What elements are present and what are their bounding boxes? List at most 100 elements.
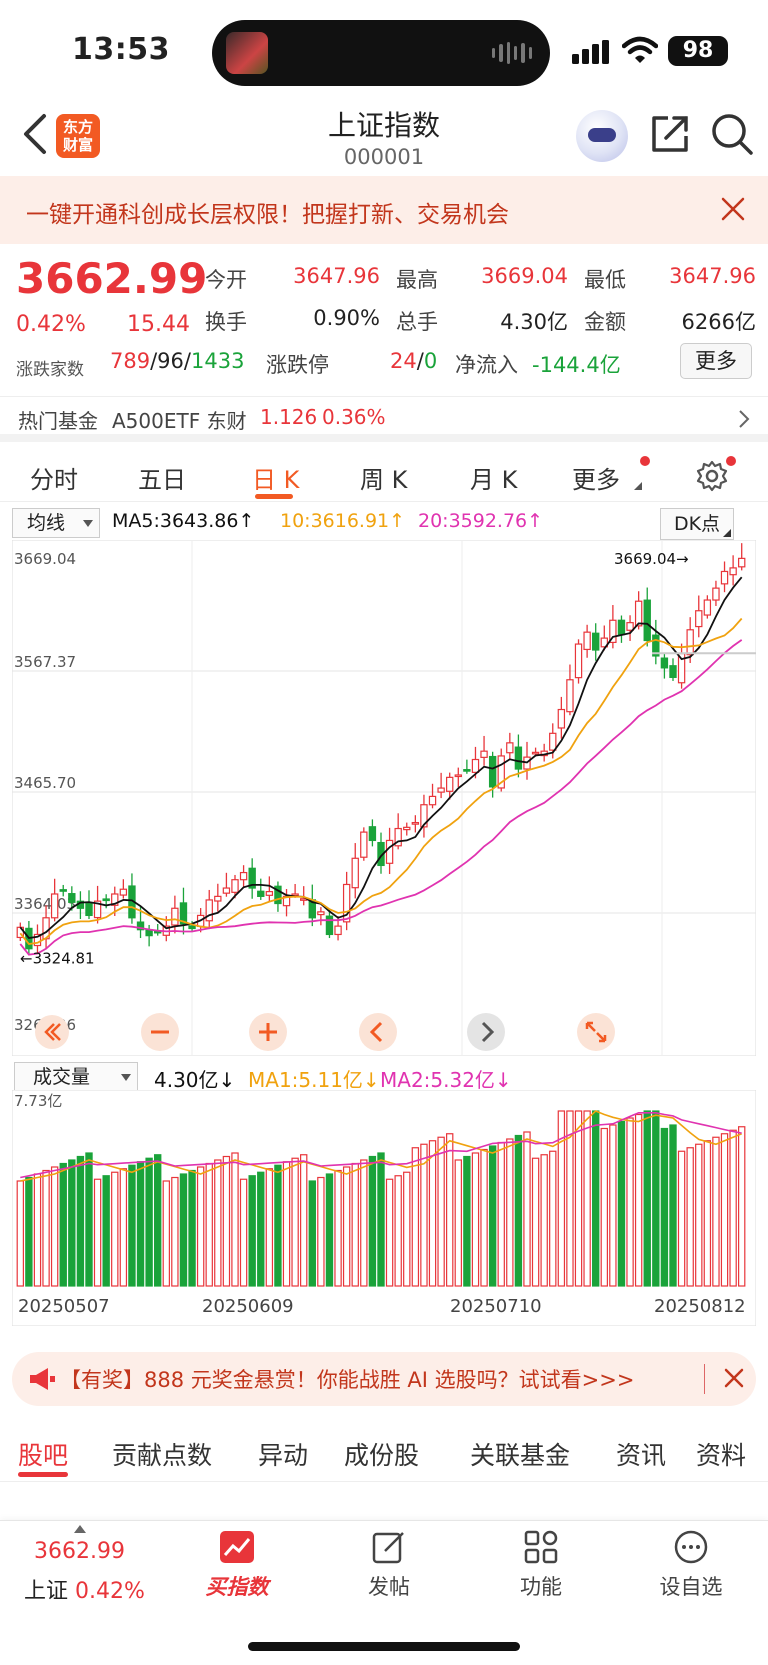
candle-body (497, 755, 505, 789)
volume-bar (222, 1155, 231, 1287)
turnover-label: 换手 (205, 310, 247, 334)
tab-profile[interactable]: 资料 (696, 1441, 747, 1470)
tab-five-day[interactable]: 五日 (138, 466, 186, 494)
add-watchlist-button[interactable]: 设自选 (636, 1529, 746, 1601)
candle-body (179, 902, 188, 925)
post-button[interactable]: 发帖 (334, 1529, 444, 1601)
ai-challenge-promo[interactable]: 【有奖】888 元奖金悬赏！你能战胜 AI 选股吗？试试看>>> (12, 1352, 756, 1406)
tab-news[interactable]: 资讯 (616, 1441, 667, 1470)
date-label: 20250812 (654, 1296, 746, 1317)
tab-daily-k[interactable]: 日 K (252, 466, 300, 494)
candle-body (463, 769, 471, 772)
tab-more[interactable]: 更多 (572, 466, 620, 494)
bottom-quote[interactable]: 上证 0.42% (24, 1579, 145, 1604)
scroll-right-icon[interactable] (466, 1012, 506, 1052)
candle-body (50, 893, 59, 919)
tab-monthly-k[interactable]: 月 K (470, 466, 518, 494)
volume-bar (531, 1157, 540, 1287)
high-annotation: 3669.04→ (614, 550, 689, 568)
zoom-out-icon[interactable] (140, 1012, 180, 1052)
tab-guba[interactable]: 股吧 (18, 1441, 69, 1470)
sub-indicator-select[interactable]: 成交量 (14, 1062, 138, 1092)
volume-bar (33, 1173, 42, 1287)
more-quote-button[interactable]: 更多 (680, 343, 752, 379)
wifi-icon (622, 36, 658, 63)
promo-banner-text: 一键开通科创成长层权限！把握打新、交易机会 (26, 202, 509, 228)
candle-body (59, 889, 67, 892)
functions-button[interactable]: 功能 (486, 1529, 596, 1601)
close-icon[interactable] (720, 196, 746, 222)
volume-bar (128, 1164, 136, 1287)
candle-body (428, 795, 437, 806)
volume-bar (136, 1161, 145, 1287)
candle-body (368, 826, 377, 842)
volume-bar (342, 1166, 351, 1287)
fullscreen-icon[interactable] (576, 1012, 616, 1052)
tab-contribution[interactable]: 贡献点数 (112, 1441, 213, 1470)
scroll-left-icon[interactable] (358, 1012, 398, 1052)
volume-bar (712, 1136, 720, 1287)
candle-body (420, 804, 428, 828)
volume-bar (626, 1117, 634, 1287)
hot-fund-row[interactable]: 热门基金 A500ETF 东财 1.126 0.36% (0, 396, 768, 442)
volume-bar (179, 1173, 188, 1287)
tab-movement[interactable]: 异动 (258, 1441, 309, 1470)
volume-bar (497, 1141, 505, 1287)
limit-values: 24/0 (390, 349, 438, 373)
tab-intraday[interactable]: 分时 (30, 466, 78, 494)
candle-body (85, 902, 93, 917)
volume-bar (634, 1113, 643, 1287)
dk-point-button[interactable]: DK点 (660, 508, 734, 540)
volume-bar (437, 1136, 445, 1287)
volume-bar (729, 1129, 737, 1287)
ai-assistant-avatar[interactable] (576, 110, 628, 162)
candle-body (334, 925, 342, 936)
edit-icon (372, 1532, 404, 1564)
volume-bar (523, 1131, 531, 1287)
volume-bar (16, 1180, 24, 1287)
eastmoney-logo: 东方 财富 (56, 114, 100, 158)
tab-related-funds[interactable]: 关联基金 (470, 1441, 571, 1470)
date-label: 20250507 (18, 1296, 110, 1317)
dynamic-island (212, 20, 550, 86)
hot-fund-name: A500ETF 东财 (112, 409, 247, 433)
tab-constituents[interactable]: 成份股 (344, 1441, 420, 1470)
volume-bar (592, 1110, 600, 1287)
caret-up-icon (74, 1525, 86, 1533)
megaphone-icon (30, 1368, 55, 1390)
rewind-icon[interactable] (34, 1014, 70, 1050)
back-chevron-icon[interactable] (22, 112, 48, 156)
share-icon[interactable] (650, 114, 690, 154)
zoom-in-icon[interactable] (248, 1012, 288, 1052)
volume-bar (446, 1133, 454, 1287)
volume-bar (643, 1110, 651, 1287)
indicator-select[interactable]: 均线 (12, 508, 100, 538)
search-icon[interactable] (710, 112, 754, 156)
breadth-label: 涨跌家数 (16, 360, 84, 380)
candle-body (557, 708, 566, 729)
open-value: 3647.96 (293, 264, 380, 288)
candle-body (248, 867, 256, 889)
battery-indicator: 98 (668, 36, 728, 66)
volume-bar (171, 1176, 179, 1287)
home-indicator (248, 1642, 520, 1651)
ma10-line (19, 617, 743, 945)
now-playing-thumbnail (226, 32, 268, 74)
candle-body (549, 732, 557, 751)
candle-body (506, 742, 514, 754)
volume-chart[interactable]: 7.73亿 (12, 1090, 756, 1326)
candle-body (703, 599, 712, 616)
settings-gear-icon[interactable] (696, 460, 728, 492)
candlestick-chart[interactable]: 3669.043567.373465.703364.033262.363669.… (12, 540, 756, 1056)
promo-banner[interactable]: 一键开通科创成长层权限！把握打新、交易机会 (0, 176, 768, 244)
buy-index-button[interactable]: 买指数 (182, 1529, 292, 1601)
volume-bar (660, 1127, 669, 1287)
close-icon[interactable] (722, 1366, 746, 1390)
volume-bar (76, 1155, 85, 1287)
tab-weekly-k[interactable]: 周 K (360, 466, 408, 494)
date-label: 20250710 (450, 1296, 542, 1317)
volume-bar (231, 1152, 239, 1287)
volume-bar (214, 1159, 222, 1287)
volume-ma1: MA1:5.11亿↓ (248, 1068, 380, 1092)
volume-bar (317, 1176, 325, 1287)
